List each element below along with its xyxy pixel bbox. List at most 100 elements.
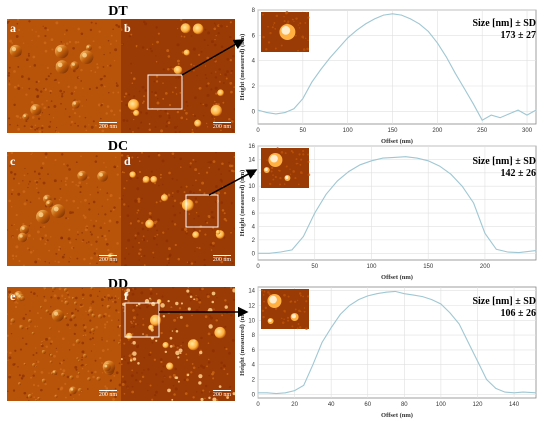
x-tick-label: 50	[299, 128, 306, 134]
x-tick-label: 0	[256, 128, 260, 134]
y-tick-label: 4	[252, 59, 256, 65]
scale-bar-label: 200 nm	[212, 257, 231, 263]
profile-point	[394, 291, 396, 292]
profile-point	[517, 109, 519, 111]
y-tick-label: 4	[252, 363, 256, 369]
profile-point	[458, 323, 460, 325]
y-axis-label: Height (measured) (nm)	[239, 170, 246, 237]
afm-height-texture	[121, 152, 235, 266]
profile-point	[405, 156, 406, 158]
scale-bar-f: 200 nm	[212, 389, 231, 398]
x-tick-label: 150	[388, 128, 399, 134]
scale-bar-a: 200 nm	[99, 121, 117, 130]
profile-point	[393, 157, 395, 158]
row-title-dc: DC	[107, 139, 129, 154]
profile-point	[347, 37, 349, 39]
zoom-inset-image	[261, 10, 310, 52]
x-tick-label: 200	[480, 264, 491, 270]
zoom-inset-image	[260, 289, 310, 331]
afm-amplitude-texture	[7, 287, 121, 401]
profile-point	[508, 113, 510, 115]
scale-bar-e: 200 nm	[99, 389, 117, 398]
height-profile-line	[257, 13, 537, 121]
profile-point	[257, 252, 259, 254]
x-tick-label: 20	[291, 402, 298, 408]
profile-point	[535, 392, 537, 394]
x-tick-label: 50	[311, 264, 318, 270]
y-tick-label: 0	[252, 109, 256, 115]
y-tick-label: 14	[248, 157, 255, 163]
profile-point	[490, 114, 492, 116]
profile-point	[358, 299, 359, 300]
size-stat-label: Size [nm] ± SD	[472, 156, 536, 167]
profile-point	[376, 293, 378, 295]
profile-point	[266, 392, 268, 394]
scale-bar-label: 200 nm	[212, 392, 231, 398]
profile-point	[419, 23, 420, 25]
profile-point	[522, 391, 524, 393]
y-tick-label: 10	[248, 184, 255, 190]
x-tick-label: 250	[477, 128, 488, 134]
profile-point	[495, 387, 497, 389]
profile-point	[367, 295, 369, 297]
size-stat-value: 173 ± 27	[500, 30, 537, 41]
profile-point	[349, 305, 350, 306]
scale-bar-label: 200 nm	[98, 257, 117, 263]
profile-point	[320, 69, 322, 70]
profile-point	[338, 47, 340, 49]
y-tick-label: 12	[248, 171, 255, 177]
y-tick-label: 2	[252, 84, 256, 90]
profile-point	[431, 299, 433, 300]
profile-point	[495, 248, 497, 250]
profile-point	[473, 202, 474, 204]
afm-amplitude-image-c: c 200 nm	[7, 152, 121, 266]
afm-amplitude-image-e: e 200 nm	[7, 287, 121, 401]
afm-height-image-b: b 200 nm	[121, 19, 235, 133]
afm-amplitude-texture	[7, 19, 121, 133]
profile-point	[484, 232, 486, 234]
y-tick-label: 2	[252, 378, 256, 384]
profile-point	[535, 109, 537, 111]
profile-point	[337, 180, 338, 182]
y-tick-label: 6	[252, 348, 256, 354]
height-profile-chart-dd: 0 20 40 60 80 100 120 140 0 2 4 6 8 10 12 14 Offset (nm)…	[238, 283, 544, 420]
afm-height-image-f: f 200 nm	[121, 287, 235, 401]
profile-point	[403, 293, 405, 295]
x-tick-label: 100	[436, 402, 447, 408]
panel-letter-c: c	[10, 154, 16, 168]
y-tick-label: 0	[252, 392, 256, 398]
profile-point	[467, 342, 469, 343]
profile-point	[284, 112, 286, 113]
profile-point	[329, 57, 331, 59]
profile-point	[486, 379, 488, 380]
afm-height-image-d: d 200 nm	[121, 152, 235, 266]
x-tick-label: 80	[401, 402, 408, 408]
afm-height-texture	[121, 19, 235, 133]
profile-point	[436, 42, 438, 44]
panel-letter-d: d	[124, 154, 131, 168]
profile-point	[401, 14, 402, 16]
row-title-dt: DT	[108, 4, 128, 19]
profile-point	[385, 291, 387, 293]
profile-point	[257, 392, 259, 394]
profile-point	[356, 29, 358, 31]
profile-point	[383, 14, 384, 16]
x-tick-label: 0	[256, 264, 260, 270]
y-tick-label: 8	[252, 333, 256, 339]
profile-point	[348, 171, 350, 172]
x-tick-label: 120	[472, 402, 483, 408]
profile-point	[268, 252, 270, 254]
profile-point	[371, 160, 372, 162]
profile-point	[449, 312, 451, 314]
y-tick-label: 8	[252, 198, 256, 204]
profile-point	[280, 251, 282, 253]
profile-point	[291, 249, 293, 251]
x-tick-label: 150	[423, 264, 434, 270]
profile-point	[382, 157, 384, 159]
x-tick-label: 200	[432, 128, 443, 134]
size-stat-dc: Size [nm] ± SD 142 ± 26	[420, 156, 536, 180]
profile-point	[472, 103, 474, 105]
profile-point	[285, 392, 286, 394]
profile-point	[312, 364, 314, 366]
profile-point	[526, 114, 528, 116]
